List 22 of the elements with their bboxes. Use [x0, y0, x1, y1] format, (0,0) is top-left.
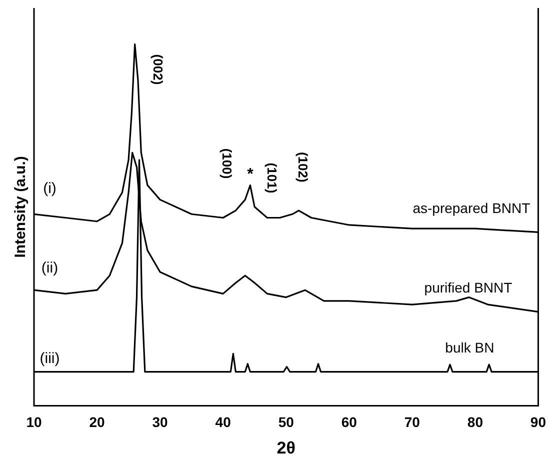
annotation: * — [247, 166, 254, 183]
series-label: as-prepared BNNT — [412, 200, 531, 216]
annotation: (iii) — [40, 350, 60, 367]
series-label: purified BNNT — [424, 280, 513, 296]
x-tick-label: 20 — [89, 414, 106, 430]
x-tick-label: 70 — [404, 414, 420, 430]
x-tick-label: 10 — [26, 414, 42, 430]
x-tick-label: 50 — [278, 414, 294, 430]
y-axis-title: Intensity (a.u.) — [12, 156, 30, 258]
annotation: (ii) — [41, 260, 58, 277]
annotation: (i) — [43, 180, 56, 197]
annotation: (100) — [220, 148, 235, 179]
x-axis-title: 2θ — [276, 438, 296, 458]
annotation: (102) — [295, 152, 310, 182]
x-tick-label: 90 — [530, 414, 546, 430]
x-tick-label: 30 — [152, 414, 168, 430]
x-tick-label: 60 — [341, 414, 358, 430]
x-tick-label: 40 — [215, 414, 232, 430]
x-tick-label: 80 — [467, 414, 484, 430]
annotation: (002) — [150, 54, 166, 85]
annotation: (101) — [264, 162, 280, 194]
series-label: bulk BN — [445, 340, 494, 356]
